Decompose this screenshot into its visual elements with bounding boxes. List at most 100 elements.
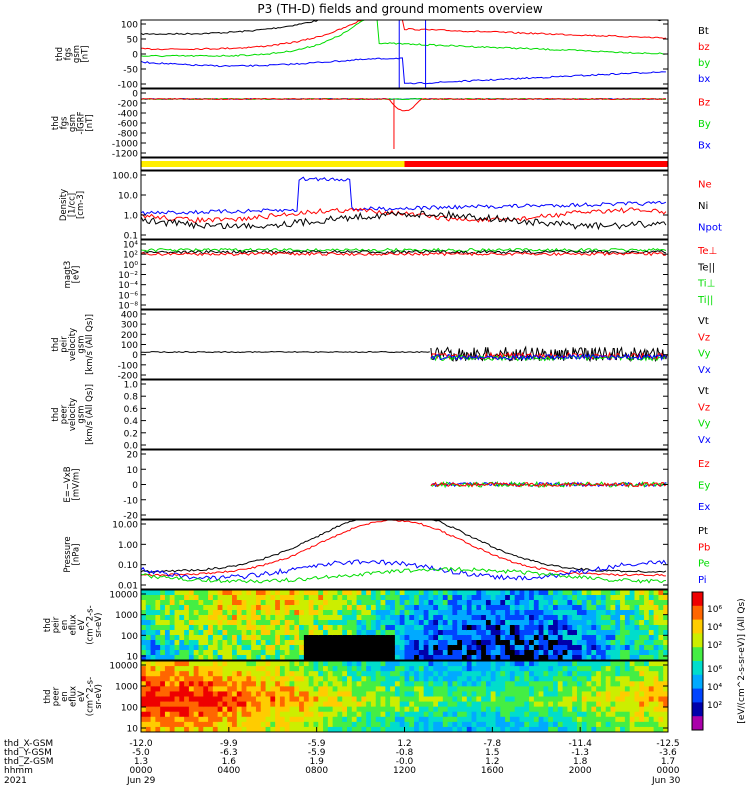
spectrogram-cell xyxy=(323,625,329,631)
spectrogram-cell xyxy=(160,711,166,718)
spectrogram-cell xyxy=(490,676,497,682)
spectrogram-cell xyxy=(394,610,401,616)
spectrogram-cell xyxy=(553,620,559,626)
spectrogram-cell xyxy=(615,610,621,616)
spectrogram-cell xyxy=(620,615,626,621)
spectrogram-cell xyxy=(337,701,343,708)
spectrogram-cell xyxy=(193,615,200,621)
y-axis-label: [nT] xyxy=(85,114,95,131)
spectrogram-cell xyxy=(663,590,668,596)
y-tick-label: 0 xyxy=(132,90,138,100)
spectrogram-cell xyxy=(629,640,636,646)
spectrogram-cell xyxy=(222,661,228,667)
spectrogram-cell xyxy=(490,706,497,713)
spectrogram-cell xyxy=(471,681,477,687)
spectrogram-cell xyxy=(203,605,209,611)
spectrogram-cell xyxy=(390,605,396,611)
spectrogram-cell xyxy=(485,716,492,723)
spectrogram-cell xyxy=(251,661,257,667)
spectrogram-cell xyxy=(644,666,650,672)
x-axis-value: 2000 xyxy=(569,766,592,776)
spectrogram-cell xyxy=(217,726,224,732)
spectrogram-cell xyxy=(232,620,238,626)
spectrogram-cell xyxy=(428,686,434,693)
spectrogram-cell xyxy=(222,716,228,723)
spectrogram-cell xyxy=(251,716,257,723)
spectrogram-cell xyxy=(442,676,449,682)
spectrogram-cell xyxy=(251,721,257,728)
spectrogram-cell xyxy=(155,640,161,646)
spectrogram-cell xyxy=(246,716,252,723)
spectrogram-cell xyxy=(160,630,166,636)
spectrogram-cell xyxy=(337,676,343,682)
spectrogram-cell xyxy=(576,716,583,723)
spectrogram-cell xyxy=(600,721,607,728)
spectrogram-cell xyxy=(524,595,530,601)
spectrogram-cell xyxy=(586,630,592,636)
y-axis-label: sr-eV) xyxy=(94,613,104,638)
spectrogram-cell xyxy=(332,681,339,687)
spectrogram-cell xyxy=(414,650,420,656)
spectrogram-cell xyxy=(390,666,396,672)
spectrogram-cell xyxy=(275,716,281,723)
spectrogram-cell xyxy=(351,600,358,606)
y-axis-label: thd xyxy=(51,337,61,351)
spectrogram-cell xyxy=(327,620,334,626)
spectrogram-cell xyxy=(313,645,319,651)
spectrogram-cell xyxy=(160,590,166,596)
spectrogram-cell xyxy=(342,716,348,723)
panel-frame xyxy=(140,519,669,590)
spectrogram-cell xyxy=(155,666,161,672)
spectrogram-cell xyxy=(557,691,564,698)
spectrogram-cell xyxy=(428,590,434,596)
y-tick-label: 100 xyxy=(121,632,138,642)
spectrogram-cell xyxy=(188,666,195,672)
spectrogram-cell xyxy=(394,681,401,687)
spectrogram-cell xyxy=(648,721,655,728)
spectrogram-cell xyxy=(596,630,602,636)
spectrogram-cell xyxy=(418,610,425,616)
spectrogram-cell xyxy=(428,666,434,672)
panel-frame xyxy=(140,309,669,380)
spectrogram-cell xyxy=(615,721,621,728)
spectrogram-cell xyxy=(495,676,501,682)
spectrogram-cell xyxy=(452,671,458,677)
spectrogram-cell xyxy=(351,610,358,616)
spectrogram-cell xyxy=(184,721,190,728)
y-axis-label: peir xyxy=(60,336,70,353)
spectrogram-cell xyxy=(150,671,156,677)
spectrogram-cell xyxy=(639,721,645,728)
spectrogram-cell xyxy=(327,711,334,718)
spectrogram-cell xyxy=(203,610,209,616)
spectrogram-cell xyxy=(505,605,511,611)
spectrogram-cell xyxy=(222,676,228,682)
spectrogram-cell xyxy=(303,716,310,723)
spectrogram-cell xyxy=(227,666,233,672)
spectrogram-cell xyxy=(169,676,176,682)
spectrogram-cell xyxy=(294,640,300,646)
spectrogram-cell xyxy=(433,630,439,636)
spectrogram-cell xyxy=(466,595,473,601)
spectrogram-cell xyxy=(323,721,329,728)
spectrogram-cell xyxy=(576,691,583,698)
spectrogram-cell xyxy=(538,610,545,616)
spectrogram-cell xyxy=(342,590,348,596)
spectrogram-cell xyxy=(260,716,267,723)
y-tick-label: -1000 xyxy=(112,140,138,150)
spectrogram-cell xyxy=(327,696,334,703)
spectrogram-cell xyxy=(562,590,568,596)
spectrogram-cell xyxy=(485,630,492,636)
spectrogram-cell xyxy=(323,666,329,672)
spectrogram-cell xyxy=(529,701,535,708)
spectrogram-cell xyxy=(294,666,300,672)
spectrogram-cell xyxy=(370,726,377,732)
spectrogram-cell xyxy=(390,610,396,616)
spectrogram-cell xyxy=(370,590,377,596)
panel-plot-area xyxy=(141,97,666,149)
spectrogram-cell xyxy=(519,595,525,601)
spectrogram-cell xyxy=(356,645,362,651)
spectrogram-cell xyxy=(155,681,161,687)
spectrogram-cell xyxy=(438,671,444,677)
spectrogram-cell xyxy=(375,711,382,718)
spectrogram-cell xyxy=(222,666,228,672)
